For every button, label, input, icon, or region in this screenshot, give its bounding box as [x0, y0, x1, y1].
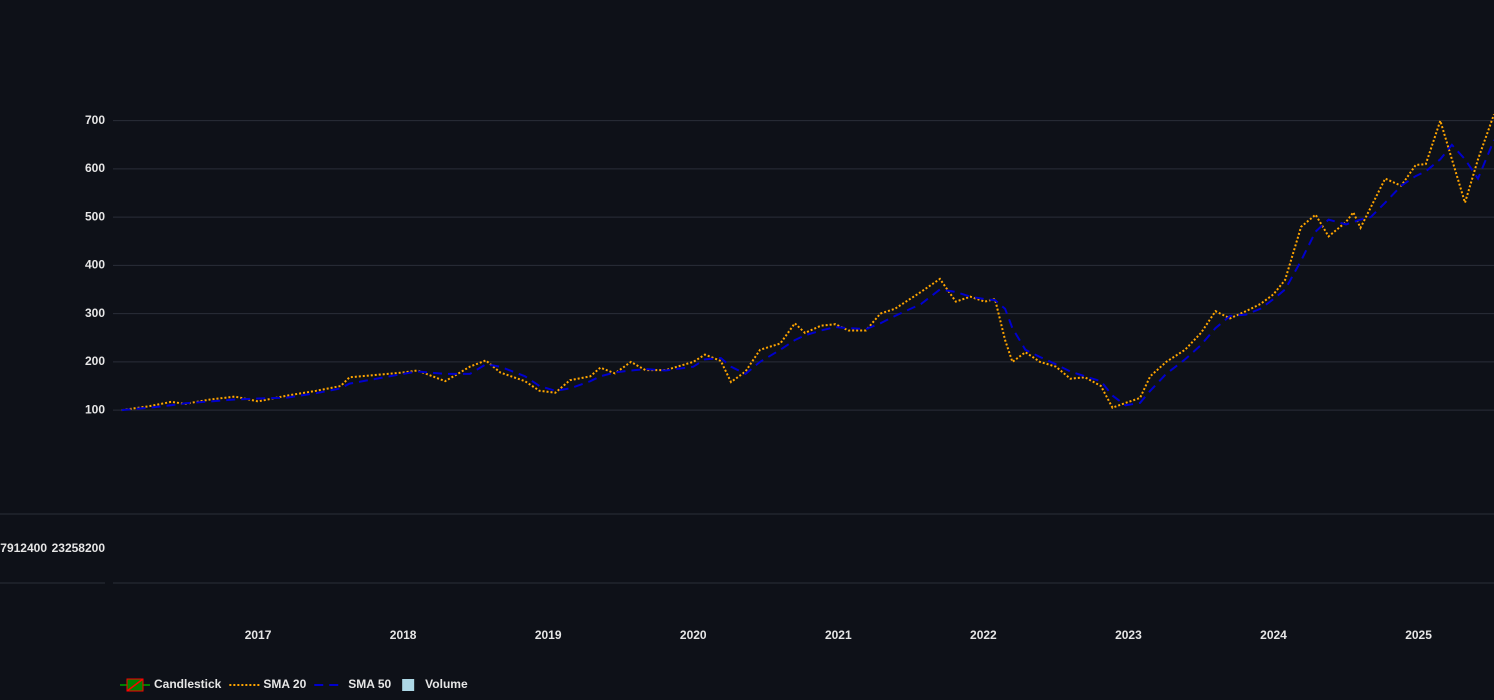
y-tick-label: 500 — [85, 209, 105, 223]
legend-item: Candlestick — [120, 677, 222, 692]
sma-line — [121, 139, 1494, 412]
x-tick-label: 2017 — [245, 628, 272, 642]
x-tick-label: 2018 — [390, 628, 417, 642]
x-tick-label: 2020 — [680, 628, 707, 642]
legend-label: Volume — [425, 677, 468, 691]
legend-icon — [126, 678, 144, 692]
x-tick-label: 2022 — [970, 628, 997, 642]
x-tick-label: 2019 — [535, 628, 562, 642]
x-tick-label: 2025 — [1405, 628, 1432, 642]
y-tick-label: 700 — [85, 113, 105, 127]
legend-label: SMA 20 — [263, 677, 306, 691]
volume-tick-label: 7912400 — [0, 541, 47, 555]
legend-item: SMA 50 — [314, 677, 391, 691]
y-tick-label: 200 — [85, 354, 105, 368]
y-tick-label: 300 — [85, 306, 105, 320]
y-tick-label: 100 — [85, 402, 105, 416]
plot-lines — [121, 114, 1494, 412]
legend-label: SMA 50 — [348, 677, 391, 691]
y-tick-label: 600 — [85, 161, 105, 175]
x-tick-label: 2023 — [1115, 628, 1142, 642]
sma-line — [121, 114, 1494, 412]
x-tick-label: 2024 — [1260, 628, 1287, 642]
legend-item: SMA 20 — [229, 677, 307, 691]
y-tick-label: 400 — [85, 258, 105, 272]
x-tick-label: 2021 — [825, 628, 852, 642]
legend-icon — [402, 679, 415, 691]
volume-tick-label: 23258200 — [52, 541, 106, 555]
legend-label: Candlestick — [154, 677, 222, 691]
legend-item: Volume — [402, 677, 468, 691]
